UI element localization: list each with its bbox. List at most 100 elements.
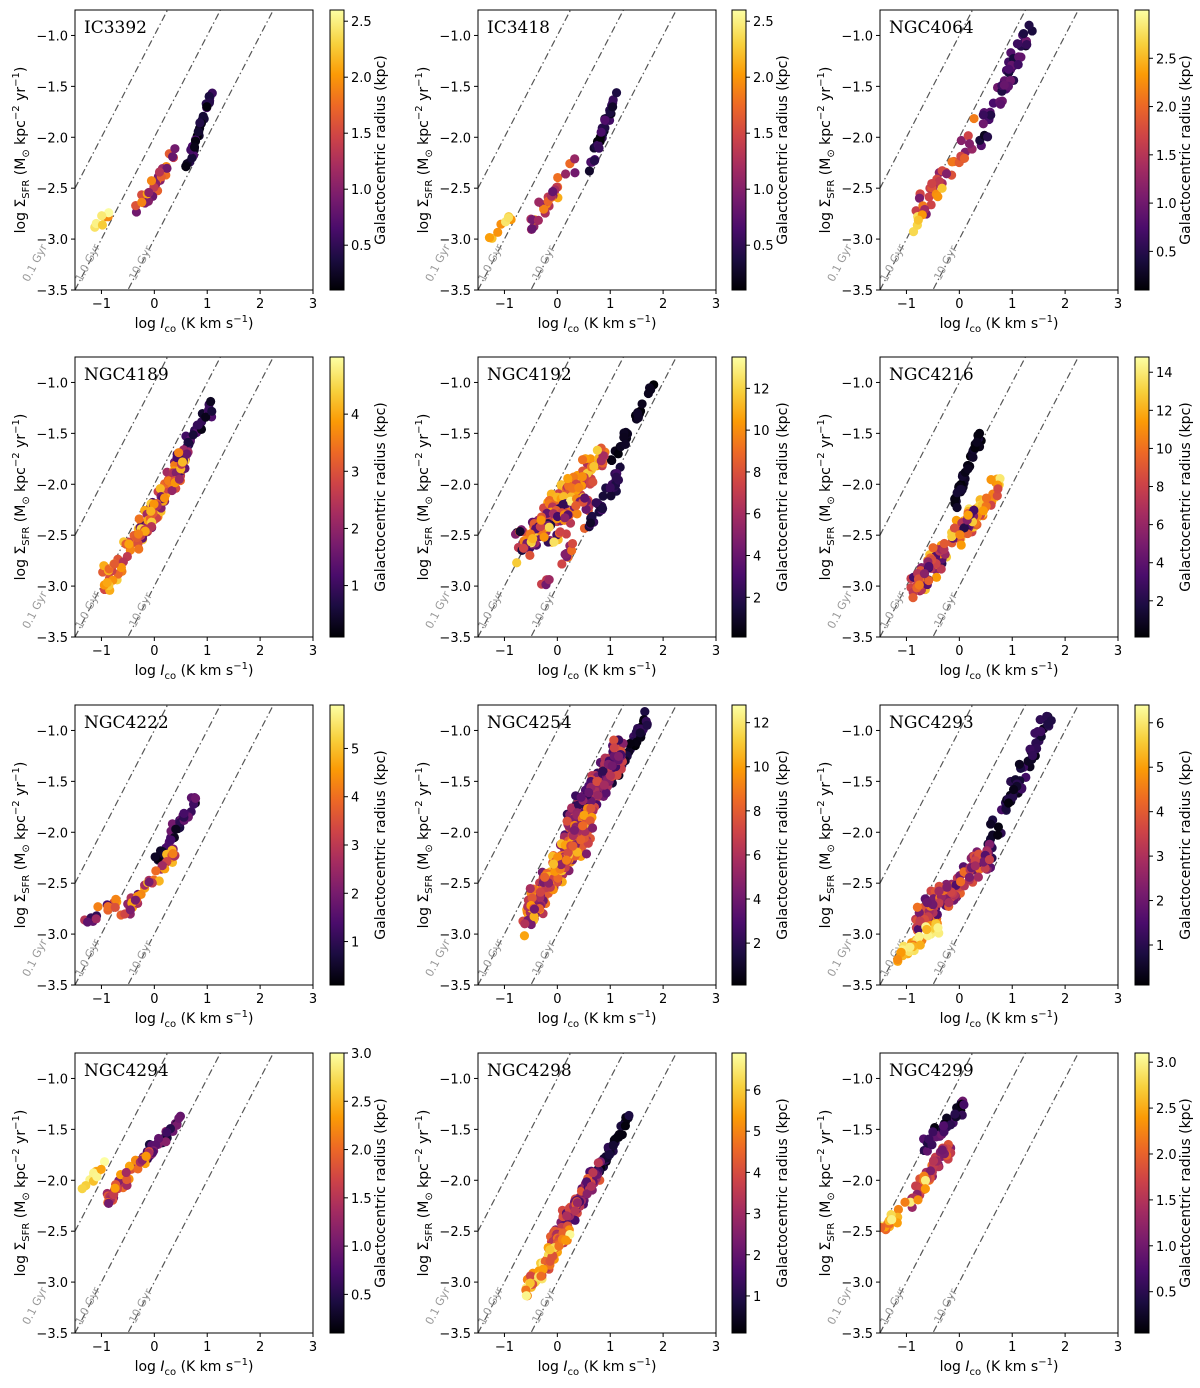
x-tick-label: −1 xyxy=(495,992,514,1007)
scatter-point xyxy=(99,1157,110,1167)
scatter-point xyxy=(567,545,577,556)
colorbar xyxy=(329,356,345,638)
y-axis-label: log ΣSFR (M⊙ kpc−2 yr−1) xyxy=(11,762,32,929)
x-tick-label: −1 xyxy=(897,1340,916,1355)
colorbar-tick-label: 2.5 xyxy=(753,15,774,30)
y-tick-label: −1.0 xyxy=(36,724,68,739)
scatter-point xyxy=(939,538,949,549)
y-tick-label: −3.5 xyxy=(841,1327,873,1342)
scatter-point xyxy=(116,562,126,573)
x-axis-label: log Ico (K km s−1) xyxy=(538,1009,657,1030)
x-tick-label: 1 xyxy=(203,1340,211,1355)
scatter-point xyxy=(581,504,591,514)
colorbar-tick-label: 4 xyxy=(351,408,359,423)
colorbar-tick-label: 2 xyxy=(351,887,359,902)
colorbar-tick-label: 10 xyxy=(1156,442,1173,457)
scatter-point xyxy=(982,132,993,142)
scatter-point xyxy=(608,1140,619,1151)
scatter-point xyxy=(915,940,925,950)
colorbar-tick-label: 1 xyxy=(753,1290,761,1305)
depletion-label-2: 10 Gyr xyxy=(126,243,155,282)
colorbar-tick-label: 1.0 xyxy=(1156,1240,1177,1255)
panel-ngc4216: 0.1 Gyr 1.0 Gyr 10 Gyr−1 0 1 2 3−3.5−3.0−2.5−2… xyxy=(816,356,1194,682)
scatter-point xyxy=(978,119,988,129)
scatter-point xyxy=(934,886,944,896)
scatter-point xyxy=(97,220,108,230)
x-tick-label: 1 xyxy=(1008,1340,1016,1355)
colorbar xyxy=(329,1052,345,1334)
x-tick-label: 3 xyxy=(309,1340,317,1355)
panel-title: NGC4293 xyxy=(889,713,974,733)
scatter-point xyxy=(593,790,603,800)
depletion-line-1 xyxy=(75,705,222,985)
colorbar-tick-label: 6 xyxy=(753,508,761,523)
scatter-point xyxy=(562,1211,572,1221)
y-axis-label: log ΣSFR (M⊙ kpc−2 yr−1) xyxy=(11,414,32,581)
scatter-point xyxy=(585,518,596,528)
y-tick-label: −1.0 xyxy=(841,724,873,739)
scatter-point xyxy=(533,215,543,225)
colorbar-tick-label: 2 xyxy=(1156,595,1164,610)
scatter-point xyxy=(545,1245,555,1255)
panel-title: NGC4192 xyxy=(487,365,572,385)
colorbar-tick-label: 3.0 xyxy=(351,1047,372,1062)
scatter-point xyxy=(162,163,172,173)
x-tick-label: −1 xyxy=(495,1340,514,1355)
colorbar-label: Galactocentric radius (kpc) xyxy=(1178,55,1194,244)
y-tick-label: −1.0 xyxy=(439,29,471,44)
scatter-point xyxy=(159,493,170,503)
scatter-point xyxy=(519,931,530,941)
colorbar xyxy=(1134,704,1150,986)
scatter-point xyxy=(925,1166,936,1176)
scatter-point xyxy=(970,861,980,871)
colorbar xyxy=(1134,1052,1150,1334)
scatter-point xyxy=(577,455,588,465)
colorbar-tick-label: 12 xyxy=(753,717,770,732)
scatter-point xyxy=(973,872,983,882)
depletion-label-2: 10 Gyr xyxy=(931,590,960,629)
x-tick-label: 3 xyxy=(1114,1340,1122,1355)
scatter-point xyxy=(187,153,197,163)
scatter-point xyxy=(593,1158,603,1168)
scatter-point xyxy=(174,474,184,484)
scatter-point xyxy=(993,484,1003,494)
scatter-point xyxy=(146,506,156,516)
colorbar xyxy=(1134,356,1150,638)
y-axis-label: log ΣSFR (M⊙ kpc−2 yr−1) xyxy=(816,762,837,929)
scatter-point xyxy=(608,102,618,112)
depletion-line-1 xyxy=(880,357,1027,637)
scatter-point xyxy=(952,502,962,513)
x-tick-label: 2 xyxy=(256,992,264,1007)
y-tick-label: −3.0 xyxy=(439,928,471,943)
y-tick-label: −3.5 xyxy=(841,631,873,646)
colorbar-tick-label: 2 xyxy=(1156,895,1164,910)
scatter-point xyxy=(922,898,932,908)
colorbar-label: Galactocentric radius (kpc) xyxy=(373,55,389,244)
colorbar-tick-label: 10 xyxy=(753,761,770,776)
scatter-point xyxy=(561,1235,571,1245)
x-tick-label: 0 xyxy=(955,1340,963,1355)
y-tick-label: −3.0 xyxy=(36,233,68,248)
colorbar-tick-label: 4 xyxy=(753,1166,761,1181)
x-tick-label: 3 xyxy=(712,297,720,312)
scatter-point xyxy=(607,761,617,771)
scatter-point xyxy=(913,215,923,225)
scatter-point xyxy=(956,540,966,550)
scatter-points xyxy=(906,428,1005,603)
colorbar-tick-label: 5 xyxy=(753,1125,761,1140)
depletion-label-2: 10 Gyr xyxy=(126,1286,155,1325)
scatter-point xyxy=(567,538,578,549)
scatter-point xyxy=(956,877,966,887)
scatter-point xyxy=(591,498,601,508)
x-tick-label: 0 xyxy=(553,1340,561,1355)
depletion-label-1: 1.0 Gyr xyxy=(73,242,103,284)
y-axis-label: log ΣSFR (M⊙ kpc−2 yr−1) xyxy=(414,67,435,234)
scatter-point xyxy=(880,1222,886,1233)
scatter-point xyxy=(947,157,957,167)
scatter-point xyxy=(941,169,952,179)
axes-frame xyxy=(879,356,1119,638)
scatter-point xyxy=(544,575,554,585)
depletion-label-1: 1.0 Gyr xyxy=(73,1285,103,1327)
scatter-point xyxy=(104,208,114,218)
scatter-point xyxy=(512,558,522,568)
